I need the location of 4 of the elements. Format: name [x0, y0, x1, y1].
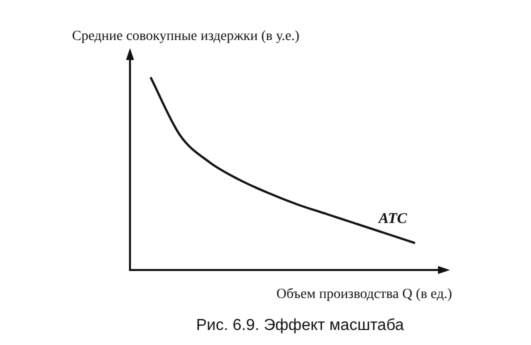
y-axis-title: Средние совокупные издержки (в у.е.) — [72, 29, 300, 44]
x-axis-title: Объем производства Q (в ед.) — [276, 287, 452, 302]
text: Рис. 6.9. Эффект масштаба — [196, 317, 404, 334]
series-label: ATC — [378, 211, 408, 228]
